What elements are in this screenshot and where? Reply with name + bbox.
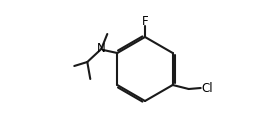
Text: N: N: [97, 42, 106, 56]
Text: Cl: Cl: [201, 81, 212, 94]
Text: F: F: [142, 15, 148, 28]
